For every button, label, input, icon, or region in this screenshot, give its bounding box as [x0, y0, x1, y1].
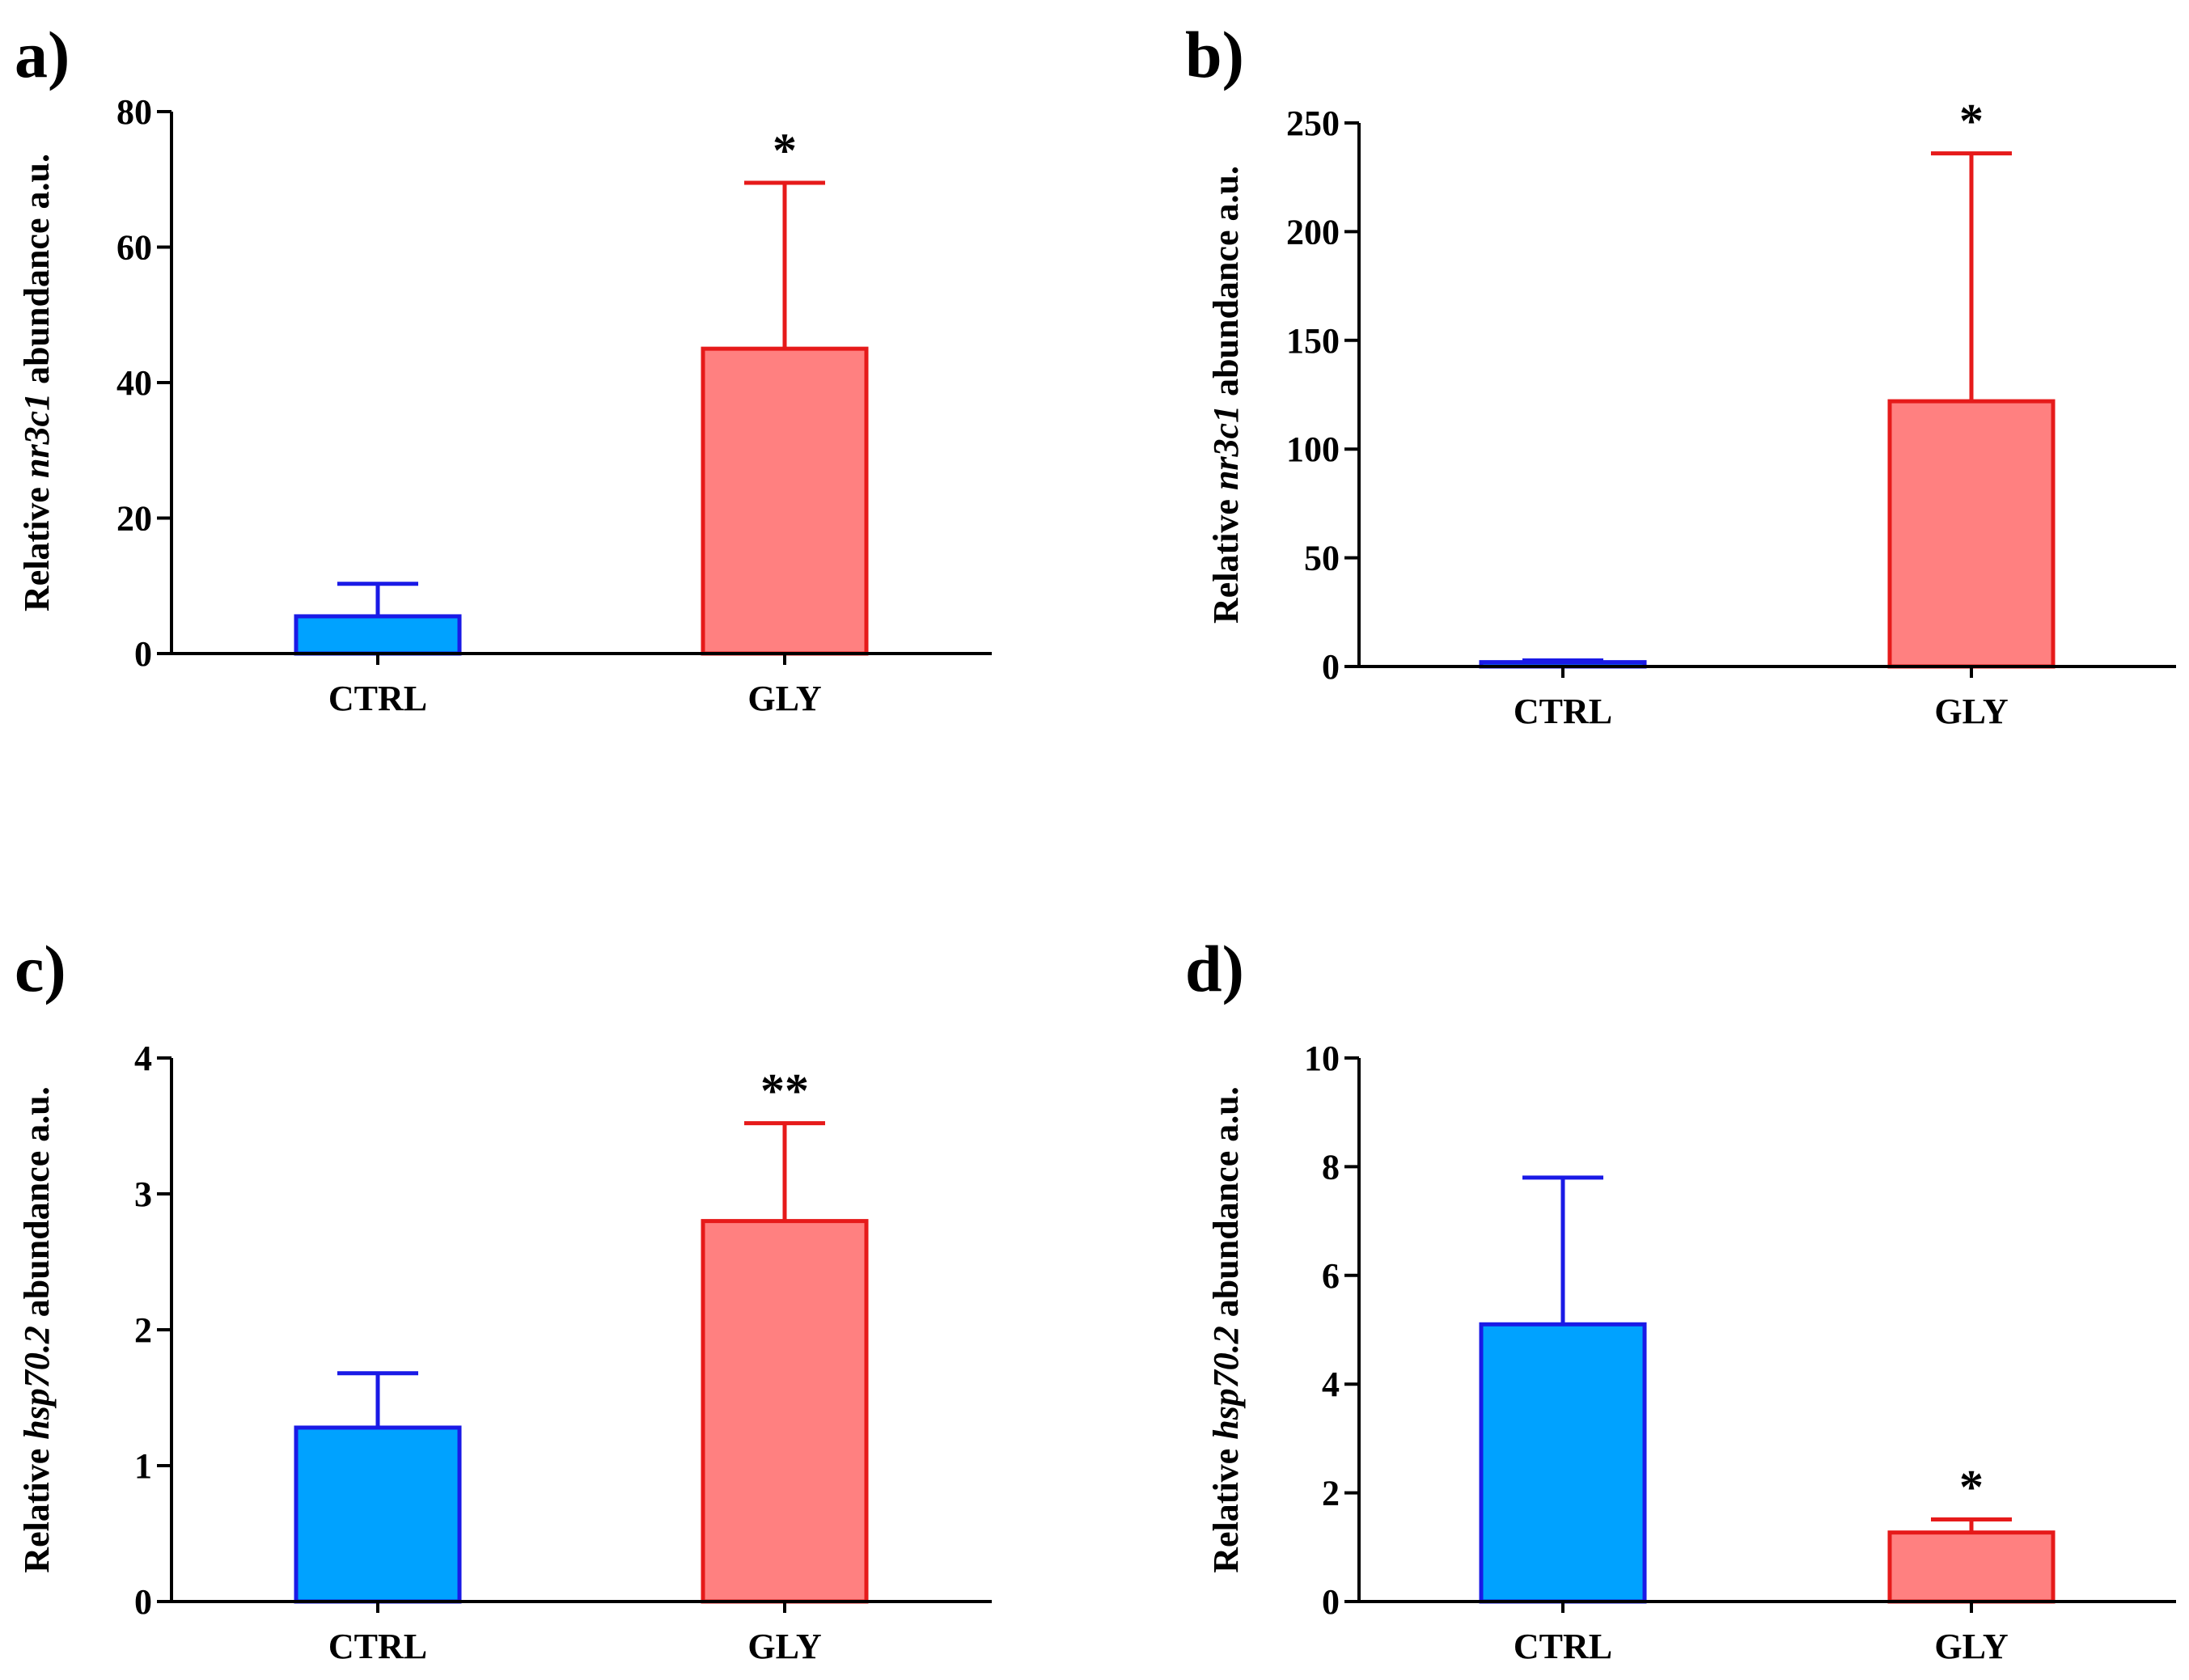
x-tick-label: GLY — [747, 679, 821, 718]
bar-ctrl — [294, 614, 462, 656]
y-tick-label: 1 — [134, 1446, 152, 1486]
y-axis-label: Relative nr3c1 abundance a.u. — [1206, 166, 1246, 624]
y-tick-label: 0 — [134, 1582, 152, 1622]
y-tick-label: 150 — [1286, 321, 1340, 361]
y-axis-label-gene: hsp70.2 — [17, 1326, 57, 1440]
x-tick-label: GLY — [747, 1627, 821, 1666]
significance-marker: * — [773, 124, 797, 177]
bar-ctrl — [294, 1425, 462, 1604]
y-tick-label: 200 — [1286, 212, 1340, 252]
y-tick-label: 8 — [1322, 1147, 1340, 1187]
y-axis-label-suffix: abundance a.u. — [17, 1086, 57, 1326]
y-axis-label: Relative hsp70.2 abundance a.u. — [17, 1086, 57, 1572]
bar-gly — [1887, 1530, 2056, 1604]
y-tick-label: 3 — [134, 1174, 152, 1214]
bar-gly — [1887, 399, 2056, 669]
y-axis-label-prefix: Relative — [17, 1440, 57, 1573]
x-tick-label: CTRL — [1514, 1627, 1612, 1666]
y-tick-label: 50 — [1304, 539, 1340, 578]
y-axis-label-gene: nr3c1 — [1206, 405, 1246, 490]
x-tick-label: CTRL — [1514, 692, 1612, 731]
chart-panel-a: a) Relative nr3c1 abundance a.u. CTRL * GLY 0… — [15, 18, 992, 718]
y-axis-label-suffix: abundance a.u. — [17, 154, 57, 393]
y-tick-label: 250 — [1286, 104, 1340, 143]
y-tick-label: 40 — [116, 363, 152, 403]
chart-panel-c: c) Relative hsp70.2 abundance a.u. CTRL ** G… — [15, 932, 992, 1666]
panel-label: a) — [15, 18, 70, 91]
bar-gly — [701, 1219, 869, 1604]
y-tick-label: 4 — [1322, 1365, 1340, 1404]
y-axis-label-suffix: abundance a.u. — [1206, 166, 1246, 405]
x-tick-label: CTRL — [328, 1627, 427, 1666]
y-tick-label: 2 — [134, 1310, 152, 1350]
y-axis-label: Relative nr3c1 abundance a.u. — [17, 154, 57, 611]
significance-marker: * — [1959, 95, 1984, 148]
y-tick-label: 0 — [1322, 647, 1340, 687]
y-axis-label-suffix: abundance a.u. — [1206, 1086, 1246, 1326]
x-tick-label: GLY — [1934, 692, 2008, 731]
y-tick-label: 6 — [1322, 1256, 1340, 1296]
y-axis-label-gene: hsp70.2 — [1206, 1326, 1246, 1440]
bar-ctrl — [1479, 1322, 1647, 1604]
y-axis-label-prefix: Relative — [1206, 1440, 1246, 1573]
y-axis-label-gene: nr3c1 — [17, 393, 57, 478]
y-tick-label: 20 — [116, 499, 152, 539]
y-tick-label: 2 — [1322, 1474, 1340, 1513]
y-tick-label: 4 — [134, 1039, 152, 1078]
y-tick-label: 10 — [1304, 1039, 1340, 1078]
significance-marker: ** — [760, 1064, 809, 1118]
x-tick-label: GLY — [1934, 1627, 2008, 1666]
significance-marker: * — [1959, 1461, 1984, 1514]
panel-label: c) — [15, 932, 66, 1005]
y-axis-label: Relative hsp70.2 abundance a.u. — [1206, 1086, 1246, 1572]
panel-label: b) — [1185, 18, 1244, 91]
y-axis-label-prefix: Relative — [17, 478, 57, 611]
y-tick-label: 0 — [134, 634, 152, 674]
y-tick-label: 0 — [1322, 1582, 1340, 1622]
bar-gly — [701, 346, 869, 656]
panel-label: d) — [1185, 932, 1244, 1005]
chart-panel-d: d) Relative hsp70.2 abundance a.u. CTRL * GL… — [1185, 932, 2176, 1666]
chart-panel-b: b) Relative nr3c1 abundance a.u. CTRL * GLY 0… — [1185, 18, 2176, 731]
y-axis-label-prefix: Relative — [1206, 490, 1246, 624]
y-tick-label: 100 — [1286, 430, 1340, 469]
x-tick-label: CTRL — [328, 679, 427, 718]
y-tick-label: 80 — [116, 92, 152, 132]
y-tick-label: 60 — [116, 228, 152, 268]
